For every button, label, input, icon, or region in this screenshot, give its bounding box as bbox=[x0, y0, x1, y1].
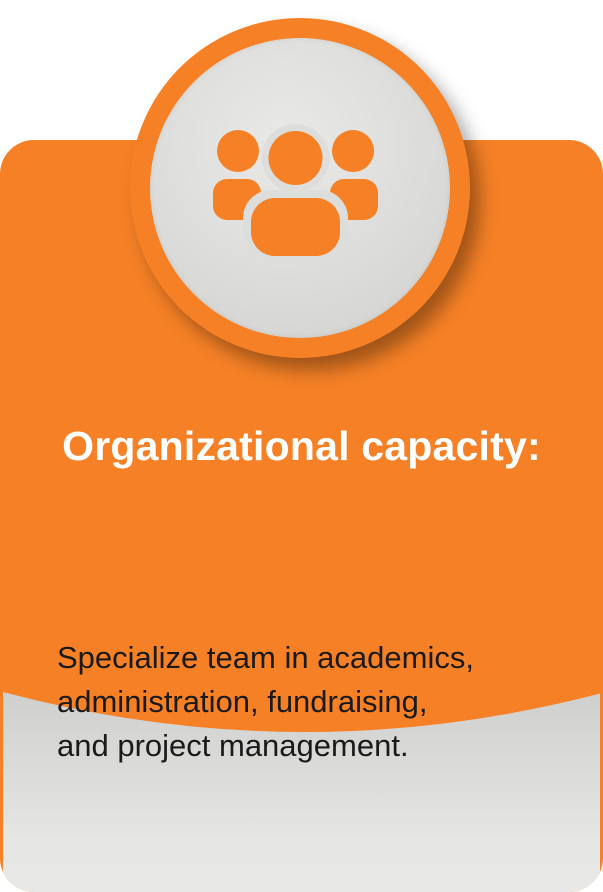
description-line: Specialize team in academics, bbox=[57, 640, 474, 675]
panel-curve bbox=[3, 692, 603, 732]
description-line: administration, fundraising, bbox=[57, 684, 428, 719]
description-line: and project management. bbox=[57, 728, 409, 763]
people-group-icon bbox=[213, 124, 378, 258]
card-description: Specialize team in academics, administra… bbox=[57, 636, 577, 768]
card-title: Organizational capacity: bbox=[62, 423, 541, 469]
description-panel bbox=[3, 692, 603, 892]
